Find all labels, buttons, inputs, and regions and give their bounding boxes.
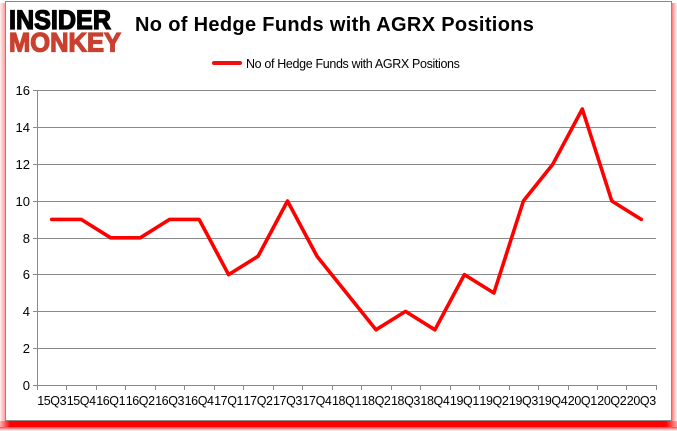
svg-text:15Q4: 15Q4 [67, 394, 96, 408]
svg-text:17Q2: 17Q2 [244, 394, 273, 408]
svg-text:20Q3: 20Q3 [627, 394, 656, 408]
svg-text:19Q1: 19Q1 [450, 394, 479, 408]
svg-text:19Q3: 19Q3 [509, 394, 538, 408]
svg-text:16Q3: 16Q3 [155, 394, 184, 408]
svg-text:18Q1: 18Q1 [332, 394, 361, 408]
svg-text:17Q1: 17Q1 [214, 394, 243, 408]
svg-text:18Q2: 18Q2 [362, 394, 391, 408]
svg-text:20Q2: 20Q2 [597, 394, 626, 408]
svg-text:6: 6 [23, 267, 30, 282]
svg-text:17Q3: 17Q3 [273, 394, 302, 408]
svg-text:2: 2 [23, 341, 30, 356]
svg-text:14: 14 [16, 120, 30, 135]
svg-text:16: 16 [16, 83, 30, 98]
svg-text:MONKEY: MONKEY [9, 28, 121, 58]
svg-text:15Q3: 15Q3 [37, 394, 66, 408]
svg-text:INSIDER: INSIDER [9, 8, 111, 35]
svg-text:17Q4: 17Q4 [303, 394, 332, 408]
svg-text:10: 10 [16, 194, 30, 209]
svg-text:0: 0 [23, 378, 30, 393]
svg-text:16Q1: 16Q1 [96, 394, 125, 408]
svg-text:20Q1: 20Q1 [568, 394, 597, 408]
svg-text:4: 4 [23, 304, 30, 319]
svg-text:19Q2: 19Q2 [479, 394, 508, 408]
svg-text:16Q4: 16Q4 [185, 394, 214, 408]
svg-text:18Q4: 18Q4 [420, 394, 449, 408]
svg-text:19Q4: 19Q4 [538, 394, 567, 408]
svg-text:18Q3: 18Q3 [391, 394, 420, 408]
svg-text:8: 8 [23, 231, 30, 246]
svg-text:16Q2: 16Q2 [126, 394, 155, 408]
svg-text:12: 12 [16, 157, 30, 172]
